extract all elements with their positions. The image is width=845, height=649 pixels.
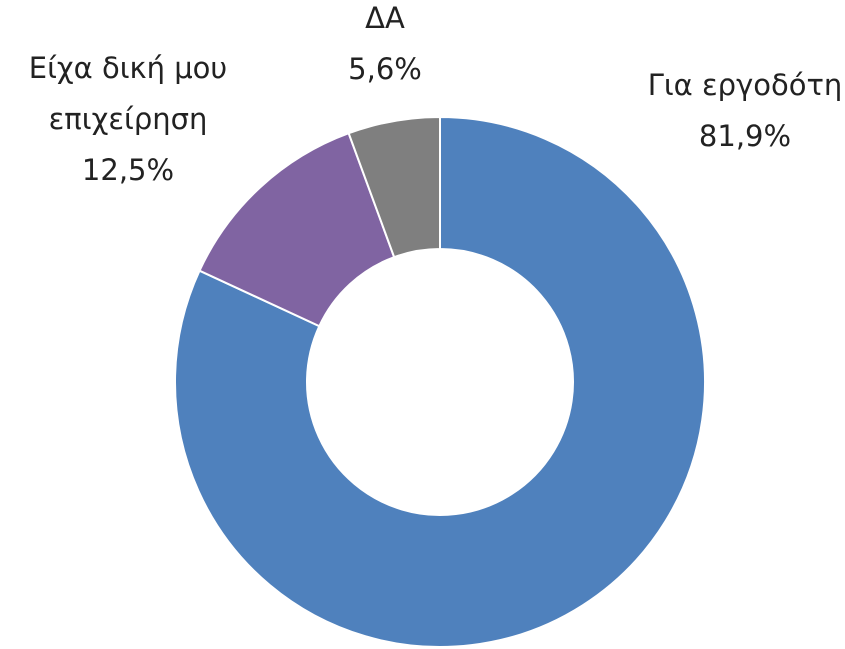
- data-label: Είχα δική μου επιχείρηση 12,5%: [8, 43, 248, 196]
- category-label: ΔΑ: [365, 1, 405, 35]
- value-label: 81,9%: [698, 119, 792, 153]
- category-label: Είχα δική μου επιχείρηση: [28, 51, 228, 136]
- data-label: Για εργοδότη 81,9%: [585, 60, 845, 162]
- donut-slice: [198, 131, 396, 328]
- value-label: 5,6%: [348, 52, 422, 86]
- donut-slice: [174, 115, 706, 648]
- donut-slice: [347, 115, 441, 259]
- category-label: Για εργοδότη: [647, 68, 843, 102]
- value-label: 12,5%: [81, 153, 175, 187]
- data-label: ΔΑ 5,6%: [285, 0, 485, 95]
